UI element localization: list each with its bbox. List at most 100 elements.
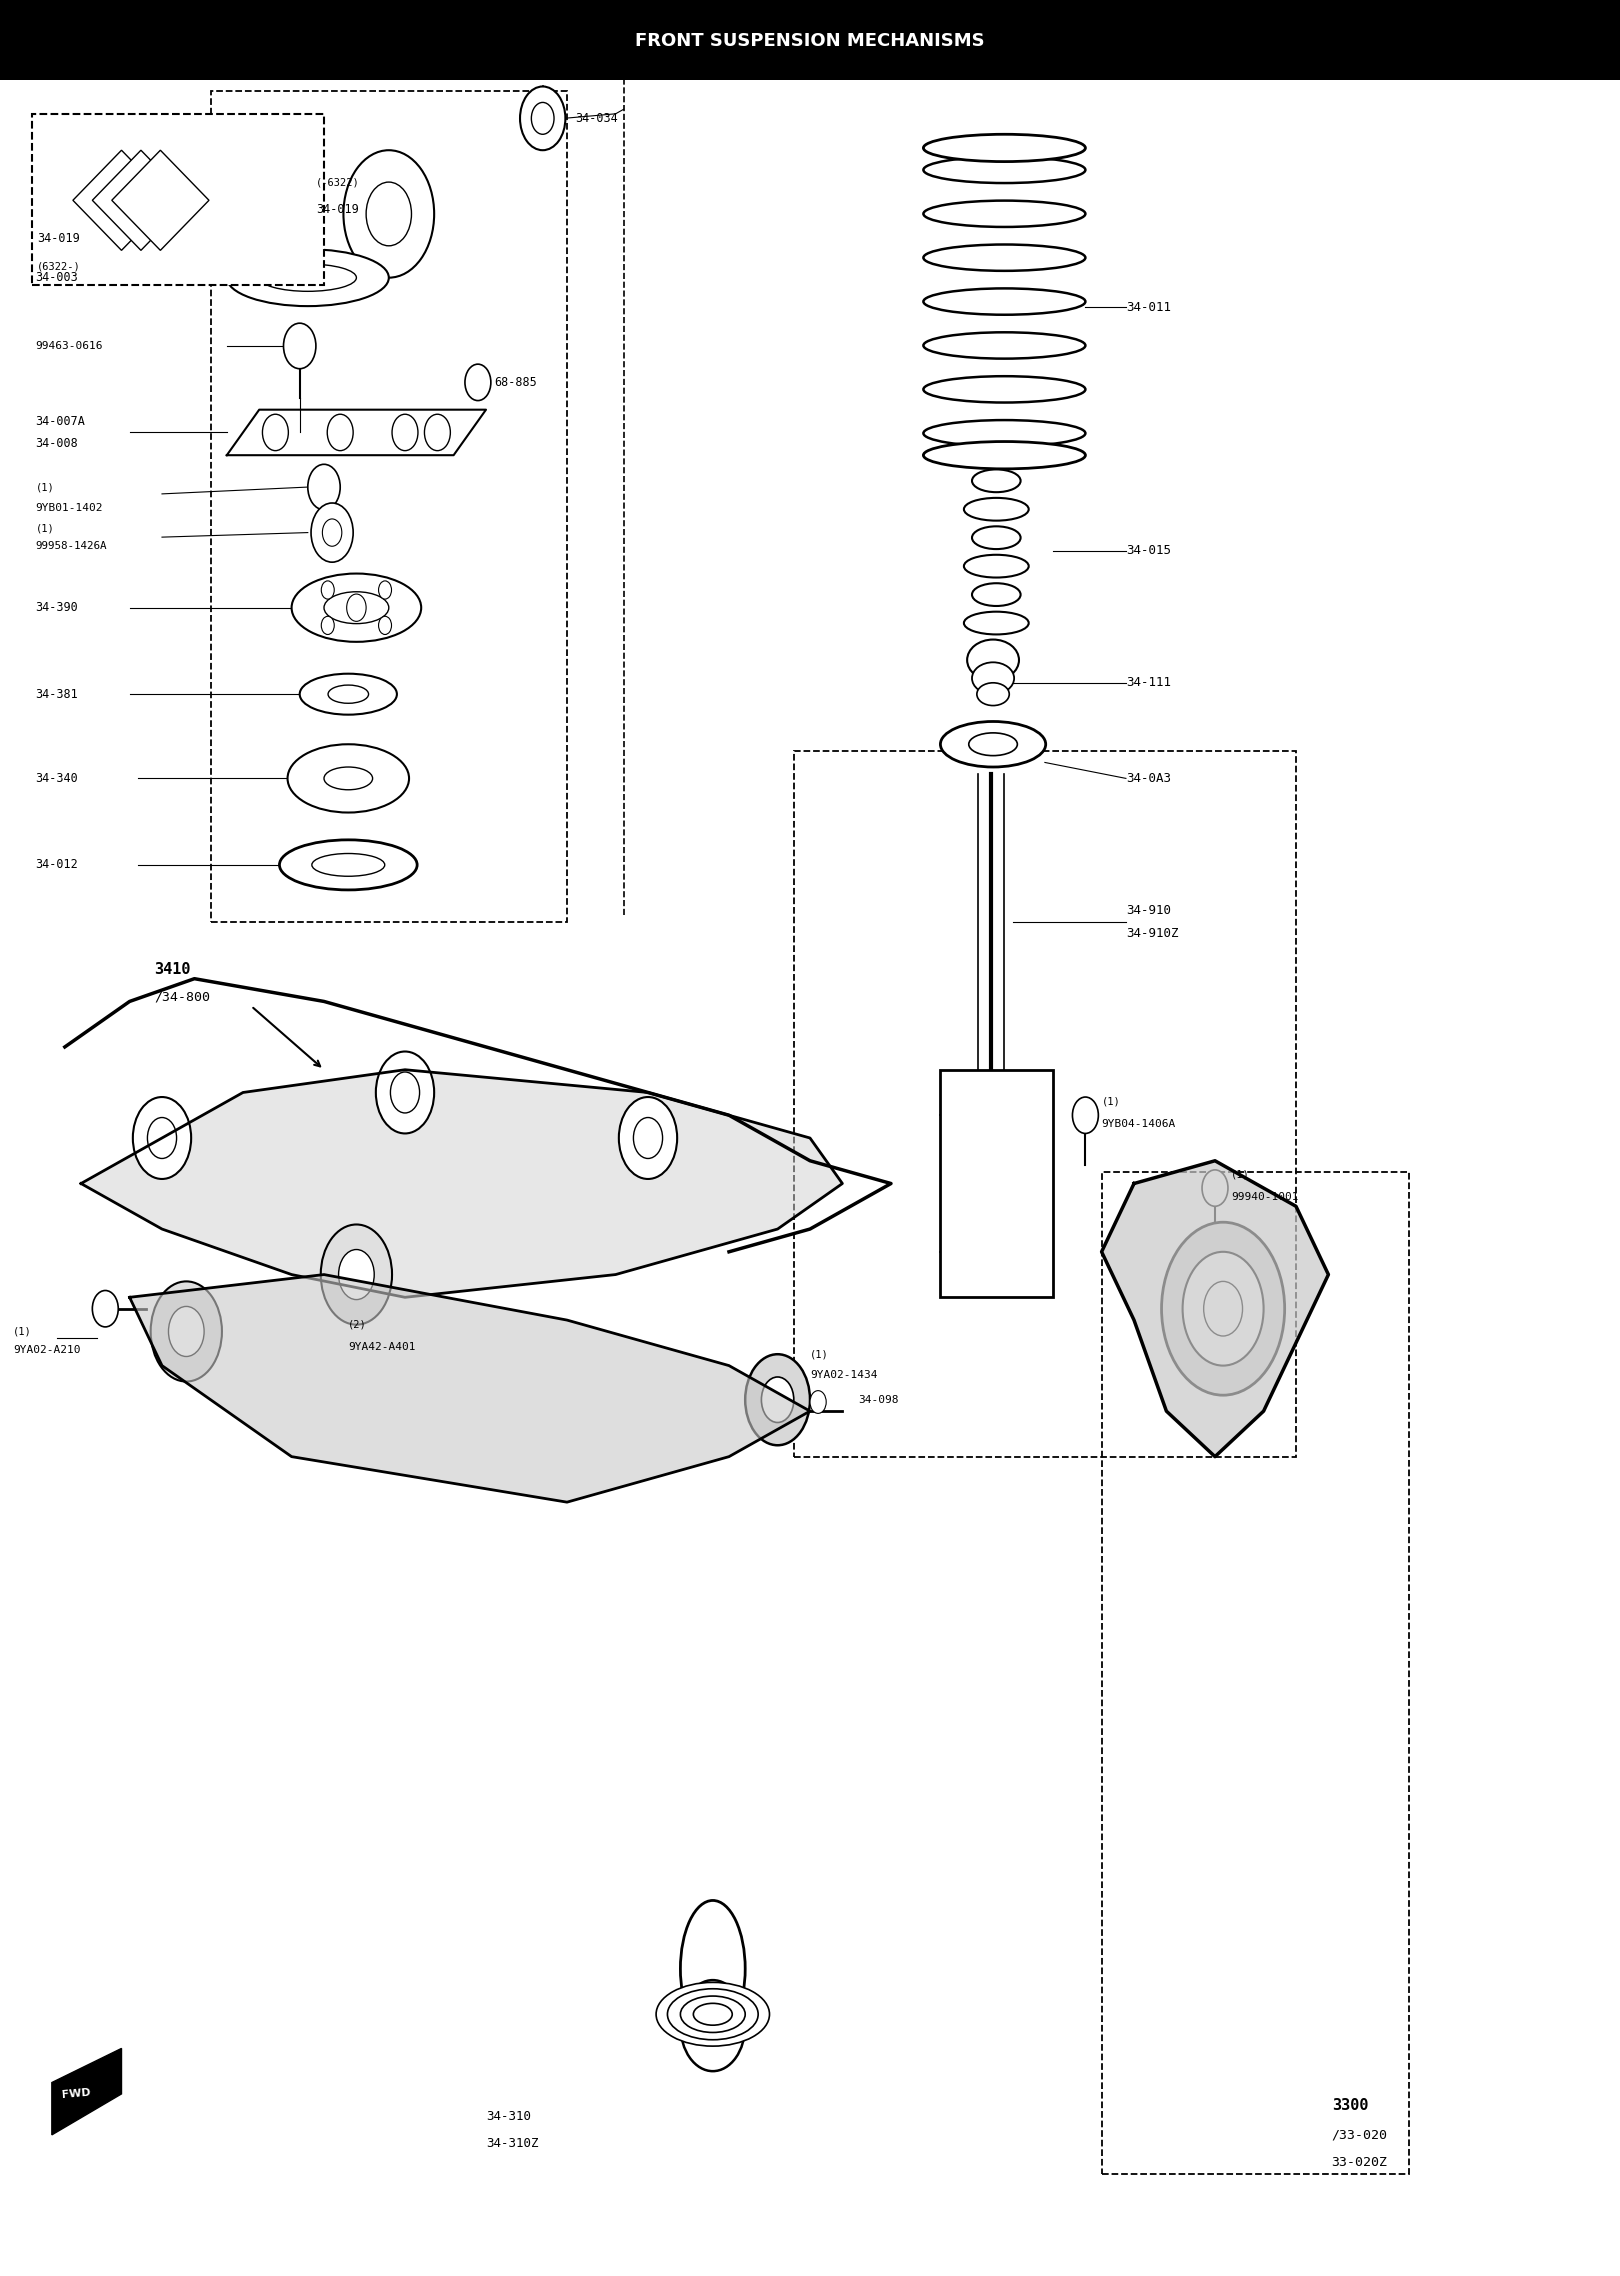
Text: (1): (1) xyxy=(1231,1170,1251,1179)
Ellipse shape xyxy=(259,264,356,291)
Text: 34-011: 34-011 xyxy=(1126,300,1171,314)
Text: (2): (2) xyxy=(348,1320,368,1329)
Circle shape xyxy=(379,580,392,599)
Circle shape xyxy=(1072,1097,1098,1133)
Ellipse shape xyxy=(923,134,1085,162)
Polygon shape xyxy=(112,150,209,250)
Ellipse shape xyxy=(923,332,1085,360)
Bar xyxy=(211,91,567,922)
Ellipse shape xyxy=(656,1982,770,2046)
Bar xyxy=(794,751,1296,1457)
Text: 34-310Z: 34-310Z xyxy=(486,2137,538,2151)
Circle shape xyxy=(321,580,334,599)
Circle shape xyxy=(1204,1281,1243,1336)
Circle shape xyxy=(92,1290,118,1327)
Ellipse shape xyxy=(940,721,1047,767)
Text: 3300: 3300 xyxy=(1332,2098,1369,2112)
Text: 68-885: 68-885 xyxy=(494,376,536,389)
Ellipse shape xyxy=(964,612,1029,635)
Text: /34-800: /34-800 xyxy=(154,990,211,1004)
Circle shape xyxy=(376,1052,434,1133)
Text: 34-098: 34-098 xyxy=(859,1395,899,1404)
Text: (1): (1) xyxy=(36,483,55,492)
Circle shape xyxy=(308,464,340,510)
Text: 34-910Z: 34-910Z xyxy=(1126,926,1178,940)
Circle shape xyxy=(745,1354,810,1445)
Circle shape xyxy=(680,1980,745,2071)
Circle shape xyxy=(321,1224,392,1325)
Ellipse shape xyxy=(923,244,1085,271)
Ellipse shape xyxy=(969,733,1017,756)
Ellipse shape xyxy=(680,1996,745,2032)
Ellipse shape xyxy=(964,498,1029,521)
Circle shape xyxy=(465,364,491,401)
Circle shape xyxy=(133,1097,191,1179)
Circle shape xyxy=(390,1072,420,1113)
Text: (1): (1) xyxy=(810,1350,829,1359)
Circle shape xyxy=(322,519,342,546)
Ellipse shape xyxy=(923,421,1085,446)
Circle shape xyxy=(147,1118,177,1158)
Text: 34-381: 34-381 xyxy=(36,687,78,701)
FancyBboxPatch shape xyxy=(32,114,324,284)
Text: 34-019: 34-019 xyxy=(37,232,79,246)
Polygon shape xyxy=(1102,1161,1328,1457)
Circle shape xyxy=(810,1391,826,1413)
Text: 34-910: 34-910 xyxy=(1126,904,1171,917)
Polygon shape xyxy=(73,150,170,250)
Polygon shape xyxy=(52,2048,122,2135)
Circle shape xyxy=(284,323,316,369)
Text: 34-015: 34-015 xyxy=(1126,544,1171,558)
Bar xyxy=(1102,1172,1409,2174)
Text: (6322-): (6322-) xyxy=(37,262,81,271)
Circle shape xyxy=(520,86,565,150)
Ellipse shape xyxy=(972,469,1021,492)
Circle shape xyxy=(339,1250,374,1300)
Circle shape xyxy=(1202,1170,1228,1206)
Ellipse shape xyxy=(923,442,1085,469)
Text: (-6322): (-6322) xyxy=(316,178,360,187)
Text: 34-007A: 34-007A xyxy=(36,414,86,428)
Text: FRONT SUSPENSION MECHANISMS: FRONT SUSPENSION MECHANISMS xyxy=(635,32,985,50)
Text: 34-019: 34-019 xyxy=(316,203,358,216)
Text: 99463-0616: 99463-0616 xyxy=(36,341,104,351)
Text: 9YA42-A401: 9YA42-A401 xyxy=(348,1343,416,1352)
Bar xyxy=(940,1070,1053,1297)
Text: 34-0A3: 34-0A3 xyxy=(1126,772,1171,785)
Text: 99940-1001: 99940-1001 xyxy=(1231,1193,1299,1202)
Ellipse shape xyxy=(279,840,418,890)
Ellipse shape xyxy=(693,2003,732,2026)
Ellipse shape xyxy=(227,250,389,307)
Polygon shape xyxy=(92,150,190,250)
Ellipse shape xyxy=(311,854,386,876)
Ellipse shape xyxy=(967,640,1019,681)
Ellipse shape xyxy=(972,662,1014,694)
Text: 34-003: 34-003 xyxy=(36,271,78,284)
Circle shape xyxy=(1162,1222,1285,1395)
Text: 99958-1426A: 99958-1426A xyxy=(36,542,107,551)
Circle shape xyxy=(633,1118,663,1158)
Ellipse shape xyxy=(923,200,1085,228)
Circle shape xyxy=(366,182,411,246)
Polygon shape xyxy=(81,1070,842,1297)
Circle shape xyxy=(347,594,366,621)
Circle shape xyxy=(619,1097,677,1179)
Ellipse shape xyxy=(972,583,1021,605)
Circle shape xyxy=(531,102,554,134)
Ellipse shape xyxy=(972,526,1021,549)
Circle shape xyxy=(343,150,434,278)
Ellipse shape xyxy=(680,1900,745,2037)
Text: 9YA02-1434: 9YA02-1434 xyxy=(810,1370,878,1379)
Text: 3410: 3410 xyxy=(154,963,191,976)
Ellipse shape xyxy=(324,592,389,624)
Text: /33-020: /33-020 xyxy=(1332,2128,1388,2142)
Ellipse shape xyxy=(327,685,369,703)
Text: 9YA02-A210: 9YA02-A210 xyxy=(13,1345,81,1354)
Circle shape xyxy=(327,414,353,451)
Text: 34-111: 34-111 xyxy=(1126,676,1171,690)
Ellipse shape xyxy=(977,683,1009,706)
Circle shape xyxy=(761,1377,794,1422)
Ellipse shape xyxy=(292,574,421,642)
Circle shape xyxy=(151,1281,222,1382)
Circle shape xyxy=(311,503,353,562)
